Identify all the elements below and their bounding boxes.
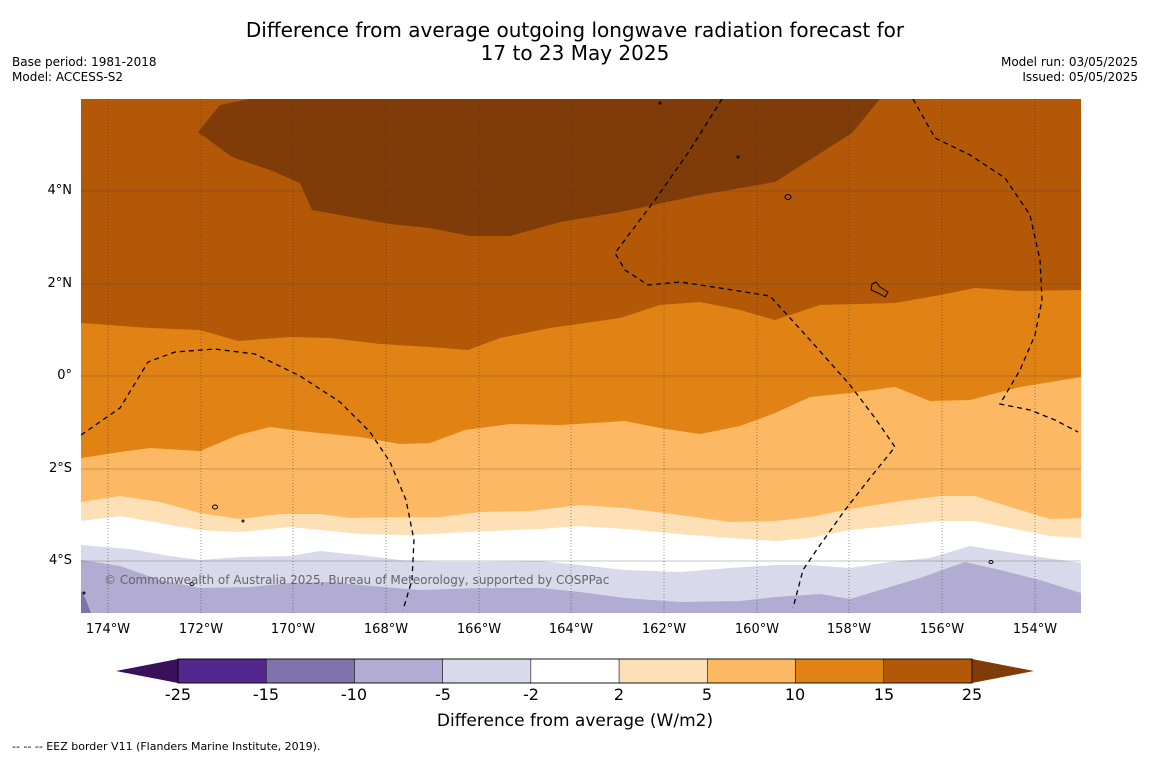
lon-label-156w: 156°W [919,622,965,637]
colorbar-segment [177,658,267,684]
colorbar-tick: -5 [435,685,451,704]
title-line-2: 17 to 23 May 2025 [480,41,670,65]
island-icon [241,519,245,523]
eez-border-central [614,99,896,609]
colorbar-outline [177,658,973,684]
copyright-credit: © Commonwealth of Australia 2025, Bureau… [104,573,610,587]
colorbar-tick: 2 [613,685,625,704]
lon-label-154w: 154°W [1012,622,1058,637]
lon-label-174w: 174°W [85,622,131,637]
issued-date: Issued: 05/05/2025 [1022,70,1138,84]
meta-left: Base period: 1981-2018 Model: ACCESS-S2 [12,55,157,85]
lon-label-166w: 166°W [456,622,502,637]
lat-label-0: 0° [57,368,72,383]
lon-label-170w: 170°W [270,622,316,637]
colorbar-tick: 15 [873,685,895,704]
colorbar-tick: 10 [784,685,806,704]
colorbar-tick: 5 [701,685,713,704]
grid-lines [81,99,1081,613]
island-icon [82,591,86,595]
colorbar-segment [707,658,796,684]
colorbar-segment [618,658,708,684]
lon-label-164w: 164°W [548,622,594,637]
colorbar-tick: -2 [523,685,539,704]
lon-label-158w: 158°W [826,622,872,637]
lat-label-2n: 2°N [47,276,73,291]
model-name: Model: ACCESS-S2 [12,70,124,84]
island-icon [212,504,218,510]
colorbar [116,658,1034,684]
eez-footnote: -- -- -- EEZ border V11 (Flanders Marine… [12,740,321,753]
lat-label-4n: 4°N [47,183,73,198]
colorbar-segment [530,658,620,684]
lon-label-168w: 168°W [363,622,409,637]
colorbar-arrow-left [116,659,178,683]
eez-borders [81,99,1079,611]
colorbar-segment [354,658,443,684]
band-minus15-minus10 [81,590,91,613]
title-line-1: Difference from average outgoing longwav… [245,18,905,42]
band-minus10-minus5 [81,560,1081,613]
lat-label-4s: 4°S [48,553,72,568]
colorbar-tick: -25 [164,685,192,704]
colorbar-segment [795,658,885,684]
eez-border-west [81,348,415,611]
colorbar-arrow-right [972,659,1034,683]
lon-label-172w: 172°W [178,622,224,637]
colorbar-tick: 25 [961,685,983,704]
island-icon [736,155,740,159]
island-icon [189,582,195,586]
map-title: Difference from average outgoing longwav… [0,19,1150,65]
colorbar-segment [265,658,355,684]
base-period: Base period: 1981-2018 [12,55,157,69]
island-icon [784,194,792,200]
meta-right: Model run: 03/05/2025 Issued: 05/05/2025 [1001,55,1138,85]
islands [82,101,994,595]
map-plot [81,99,1081,613]
lat-label-2s: 2°S [48,461,72,476]
island-icon [988,560,994,564]
colorbar-tick: -15 [252,685,280,704]
colorbar-tick: -10 [340,685,368,704]
colorbar-segment [442,658,532,684]
colorbar-segment [883,658,973,684]
island-icon [658,101,662,105]
lon-label-160w: 160°W [734,622,780,637]
band-25-plus [198,99,880,236]
model-run: Model run: 03/05/2025 [1000,55,1138,69]
island-icon [870,281,889,298]
eez-border-east [912,99,1079,433]
colorbar-title: Difference from average (W/m2) [436,711,714,731]
lon-label-162w: 162°W [641,622,687,637]
